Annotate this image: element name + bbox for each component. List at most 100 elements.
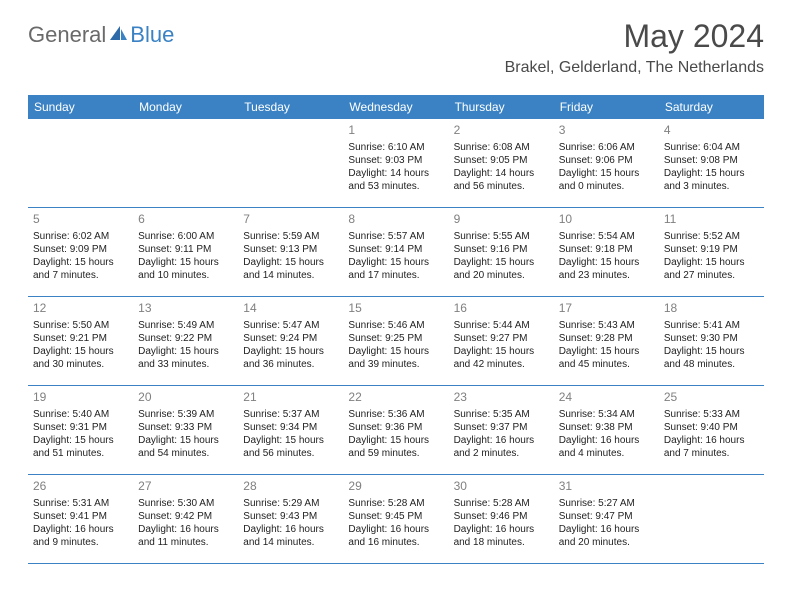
day-number: 9 [454, 212, 549, 228]
day-number: 23 [454, 390, 549, 406]
day-cell: 31Sunrise: 5:27 AMSunset: 9:47 PMDayligh… [554, 475, 659, 563]
day-number: 8 [348, 212, 443, 228]
sunset-text: Sunset: 9:19 PM [664, 243, 759, 256]
week-row: ...1Sunrise: 6:10 AMSunset: 9:03 PMDayli… [28, 119, 764, 208]
sunrise-text: Sunrise: 5:49 AM [138, 319, 233, 332]
day-cell: 12Sunrise: 5:50 AMSunset: 9:21 PMDayligh… [28, 297, 133, 385]
sunset-text: Sunset: 9:18 PM [559, 243, 654, 256]
daylight-text: Daylight: 15 hours and 20 minutes. [454, 256, 549, 282]
sunset-text: Sunset: 9:31 PM [33, 421, 128, 434]
sunset-text: Sunset: 9:40 PM [664, 421, 759, 434]
sunrise-text: Sunrise: 5:57 AM [348, 230, 443, 243]
day-cell: 28Sunrise: 5:29 AMSunset: 9:43 PMDayligh… [238, 475, 343, 563]
sunrise-text: Sunrise: 5:39 AM [138, 408, 233, 421]
day-number: 6 [138, 212, 233, 228]
day-cell: 15Sunrise: 5:46 AMSunset: 9:25 PMDayligh… [343, 297, 448, 385]
weekday-fri: Friday [554, 95, 659, 119]
sunset-text: Sunset: 9:46 PM [454, 510, 549, 523]
daylight-text: Daylight: 15 hours and 45 minutes. [559, 345, 654, 371]
day-number: 11 [664, 212, 759, 228]
daylight-text: Daylight: 15 hours and 10 minutes. [138, 256, 233, 282]
daylight-text: Daylight: 15 hours and 14 minutes. [243, 256, 338, 282]
day-number: 12 [33, 301, 128, 317]
day-number: 20 [138, 390, 233, 406]
weeks-container: ...1Sunrise: 6:10 AMSunset: 9:03 PMDayli… [28, 119, 764, 564]
sunrise-text: Sunrise: 5:30 AM [138, 497, 233, 510]
daylight-text: Daylight: 16 hours and 14 minutes. [243, 523, 338, 549]
week-row: 19Sunrise: 5:40 AMSunset: 9:31 PMDayligh… [28, 386, 764, 475]
daylight-text: Daylight: 16 hours and 4 minutes. [559, 434, 654, 460]
sunrise-text: Sunrise: 5:59 AM [243, 230, 338, 243]
sunset-text: Sunset: 9:43 PM [243, 510, 338, 523]
day-number: 2 [454, 123, 549, 139]
daylight-text: Daylight: 15 hours and 7 minutes. [33, 256, 128, 282]
daylight-text: Daylight: 16 hours and 9 minutes. [33, 523, 128, 549]
day-number: 24 [559, 390, 654, 406]
sunrise-text: Sunrise: 6:04 AM [664, 141, 759, 154]
day-number: 14 [243, 301, 338, 317]
weekday-mon: Monday [133, 95, 238, 119]
sunrise-text: Sunrise: 5:50 AM [33, 319, 128, 332]
daylight-text: Daylight: 14 hours and 53 minutes. [348, 167, 443, 193]
day-cell: 9Sunrise: 5:55 AMSunset: 9:16 PMDaylight… [449, 208, 554, 296]
day-number: 18 [664, 301, 759, 317]
daylight-text: Daylight: 16 hours and 16 minutes. [348, 523, 443, 549]
week-row: 12Sunrise: 5:50 AMSunset: 9:21 PMDayligh… [28, 297, 764, 386]
daylight-text: Daylight: 15 hours and 0 minutes. [559, 167, 654, 193]
sunrise-text: Sunrise: 5:54 AM [559, 230, 654, 243]
day-cell: 29Sunrise: 5:28 AMSunset: 9:45 PMDayligh… [343, 475, 448, 563]
day-number: 10 [559, 212, 654, 228]
sunrise-text: Sunrise: 6:06 AM [559, 141, 654, 154]
day-cell: 3Sunrise: 6:06 AMSunset: 9:06 PMDaylight… [554, 119, 659, 207]
week-row: 26Sunrise: 5:31 AMSunset: 9:41 PMDayligh… [28, 475, 764, 564]
daylight-text: Daylight: 15 hours and 3 minutes. [664, 167, 759, 193]
day-cell: 14Sunrise: 5:47 AMSunset: 9:24 PMDayligh… [238, 297, 343, 385]
day-number: 28 [243, 479, 338, 495]
day-number: 27 [138, 479, 233, 495]
day-number: 1 [348, 123, 443, 139]
sunset-text: Sunset: 9:42 PM [138, 510, 233, 523]
day-cell: 5Sunrise: 6:02 AMSunset: 9:09 PMDaylight… [28, 208, 133, 296]
sunset-text: Sunset: 9:45 PM [348, 510, 443, 523]
sunset-text: Sunset: 9:28 PM [559, 332, 654, 345]
daylight-text: Daylight: 15 hours and 59 minutes. [348, 434, 443, 460]
day-number: 13 [138, 301, 233, 317]
day-cell: 11Sunrise: 5:52 AMSunset: 9:19 PMDayligh… [659, 208, 764, 296]
daylight-text: Daylight: 14 hours and 56 minutes. [454, 167, 549, 193]
sunset-text: Sunset: 9:38 PM [559, 421, 654, 434]
sail-icon [108, 24, 128, 47]
daylight-text: Daylight: 15 hours and 56 minutes. [243, 434, 338, 460]
day-number: 30 [454, 479, 549, 495]
day-cell: 17Sunrise: 5:43 AMSunset: 9:28 PMDayligh… [554, 297, 659, 385]
day-number: 4 [664, 123, 759, 139]
day-number: 26 [33, 479, 128, 495]
daylight-text: Daylight: 15 hours and 42 minutes. [454, 345, 549, 371]
sunset-text: Sunset: 9:06 PM [559, 154, 654, 167]
day-number: 7 [243, 212, 338, 228]
day-number: 25 [664, 390, 759, 406]
day-cell: 18Sunrise: 5:41 AMSunset: 9:30 PMDayligh… [659, 297, 764, 385]
day-number: 22 [348, 390, 443, 406]
day-number: 29 [348, 479, 443, 495]
sunrise-text: Sunrise: 5:37 AM [243, 408, 338, 421]
day-cell: 19Sunrise: 5:40 AMSunset: 9:31 PMDayligh… [28, 386, 133, 474]
sunset-text: Sunset: 9:34 PM [243, 421, 338, 434]
daylight-text: Daylight: 15 hours and 17 minutes. [348, 256, 443, 282]
sunrise-text: Sunrise: 5:41 AM [664, 319, 759, 332]
day-number: 15 [348, 301, 443, 317]
brand-part1: General [28, 22, 106, 48]
location-text: Brakel, Gelderland, The Netherlands [505, 59, 764, 77]
sunset-text: Sunset: 9:13 PM [243, 243, 338, 256]
sunrise-text: Sunrise: 5:40 AM [33, 408, 128, 421]
week-row: 5Sunrise: 6:02 AMSunset: 9:09 PMDaylight… [28, 208, 764, 297]
sunset-text: Sunset: 9:25 PM [348, 332, 443, 345]
day-cell: 7 Sunrise: 5:59 AMSunset: 9:13 PMDaylight… [238, 208, 343, 296]
daylight-text: Daylight: 16 hours and 18 minutes. [454, 523, 549, 549]
weekday-sun: Sunday [28, 95, 133, 119]
day-cell: 2Sunrise: 6:08 AMSunset: 9:05 PMDaylight… [449, 119, 554, 207]
daylight-text: Daylight: 15 hours and 23 minutes. [559, 256, 654, 282]
weekday-sat: Saturday [659, 95, 764, 119]
sunrise-text: Sunrise: 5:47 AM [243, 319, 338, 332]
day-cell: . [133, 119, 238, 207]
sunrise-text: Sunrise: 5:35 AM [454, 408, 549, 421]
